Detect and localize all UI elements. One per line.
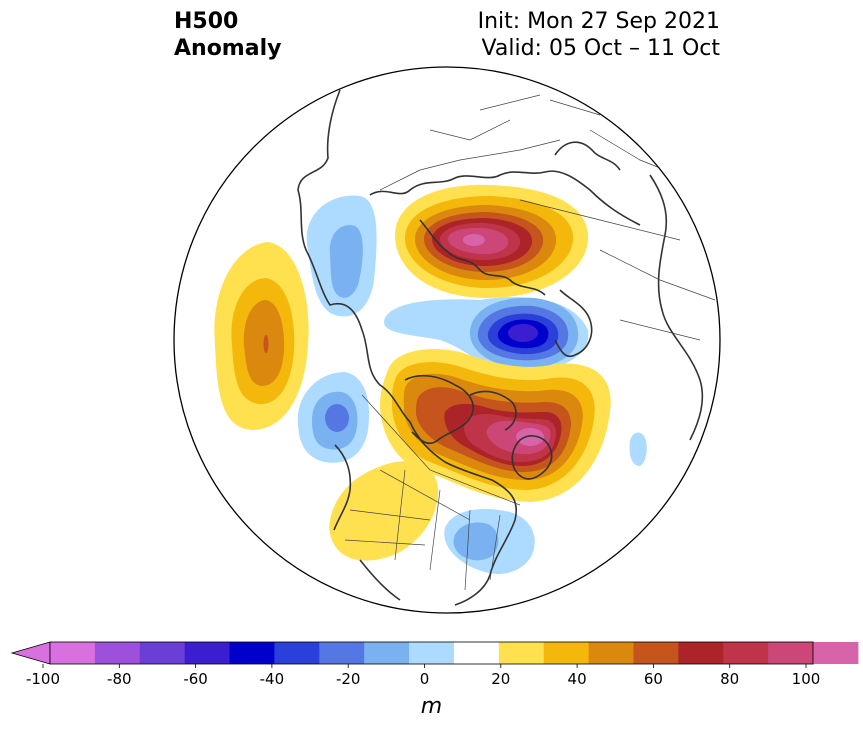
anomaly-west-na-high [329,461,439,561]
map-title: H500 Anomaly [174,8,281,62]
colorbar-tick-label: 40 [568,670,587,688]
colorbar-unit-label: m [420,694,443,719]
colorbar-cell [364,642,410,664]
colorbar-tick-label: -60 [183,670,208,688]
anomaly-kara-low [384,297,589,372]
valid-range: Valid: 05 Oct – 11 Oct [481,36,720,61]
colorbar-tick-label: 20 [491,670,510,688]
colorbar-cell [274,642,320,664]
colorbar-extend-min [10,641,51,665]
colorbar-cell [184,642,231,664]
colorbar-cell [633,642,679,664]
title-line-1: H500 [174,9,239,34]
colorbar-cell [319,642,365,664]
colorbar-frame [49,641,814,665]
init-date: Init: Mon 27 Sep 2021 [477,9,720,34]
colorbar-tick-label: 80 [720,670,739,688]
anomaly-greenland-high [380,349,611,502]
colorbar-cell [453,642,500,664]
polar-anomaly-map [173,66,721,614]
title-line-2: Anomaly [174,36,282,61]
coastlines [297,89,704,606]
colorbar-tick-label: 0 [420,670,430,688]
colorbar-tick-label: 100 [792,670,821,688]
colorbar-tick-label: 60 [644,670,663,688]
anomaly-alaska-low [297,372,370,463]
anomaly-pacific-high [214,242,309,430]
colorbar-cell [50,642,96,664]
colorbar-cell [723,642,769,664]
colorbar-tick-label: -20 [336,670,361,688]
anomaly-atlantic-weak-low [629,432,647,466]
colorbar-cell [813,642,859,664]
anomaly-europe-high [395,184,589,298]
colorbar-cell [409,642,455,664]
colorbar-cell [94,642,141,664]
colorbar-cell [678,642,724,664]
colorbar-cell [229,642,275,664]
colorbar-tick-label: -100 [26,670,60,688]
map-boundary [173,66,721,614]
colorbar-cell [588,642,634,664]
colorbar-cell [498,642,545,664]
colorbar-cell [139,642,186,664]
anomaly-siberia-low [306,195,377,317]
colorbar-tick-label: -80 [107,670,132,688]
forecast-dates: Init: Mon 27 Sep 2021 Valid: 05 Oct – 11… [478,8,720,62]
colorbar-cell [543,642,590,664]
colorbar: -100 -80 -60 -40 -20 0 20 40 60 80 100 [10,641,859,688]
colorbar-tick-label: -40 [260,670,285,688]
colorbar-cell [768,642,814,664]
